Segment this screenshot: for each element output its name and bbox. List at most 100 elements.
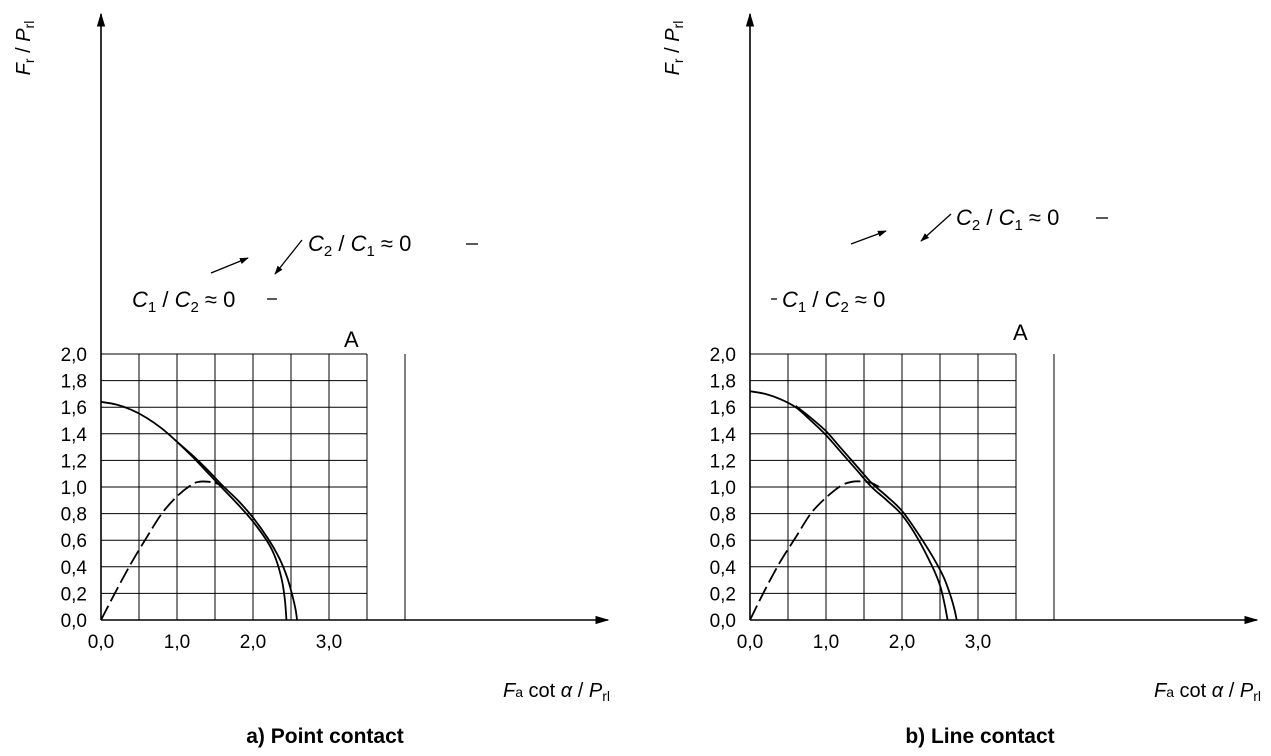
annotation-point-a: A [344, 327, 359, 352]
annotation-c2-c1-arrow [920, 213, 952, 242]
annotation-c1-c2-sub1: 1 [148, 299, 156, 316]
annotation-c2-c1-slash: / [332, 231, 350, 256]
annotation-c2-c1-approx: ≈ 0 [1023, 205, 1060, 230]
y-tick-label: 0,8 [710, 505, 736, 526]
x-axis-label-p: P [589, 680, 603, 702]
x-axis-label-p: P [1240, 680, 1254, 702]
y-tick-label: 1,6 [61, 398, 87, 419]
annotation-c1-c2-sub1: 1 [798, 299, 806, 316]
y-tick-label: 1,6 [710, 398, 736, 419]
x-axis-label-sub: a [515, 684, 523, 700]
annotation-c2-c1-sub1: 2 [324, 243, 332, 260]
y-tick-label: 2,0 [710, 345, 736, 366]
x-axis-label-f: F [503, 680, 517, 702]
label-background [779, 286, 889, 317]
y-tick-label: 1,2 [710, 451, 736, 472]
x-axis-label-mid: cot [523, 680, 561, 702]
annotation-c2-c1-label: C2 / C1 ≈ 0 [956, 205, 1059, 234]
annotation-c1-c2-c: C [132, 287, 148, 312]
chart-panel-a: 0,0 0,2 0,4 0,6 0,8 1,0 1,2 1,4 1,6 1,8 2,0 0,0 1,0 2… [13, 12, 610, 748]
annotation-c1-c2-sub2: 2 [840, 299, 848, 316]
y-tick-label: 0,4 [710, 558, 737, 579]
y-tick-label: 1,0 [61, 478, 87, 499]
x-axis-label-alpha: α [561, 680, 573, 702]
annotation-c1-c2-approx: ≈ 0 [199, 287, 236, 312]
annotation-c1-c2-label: C1 / C2 ≈ 0 [782, 287, 885, 316]
y-axis-label-p: P [13, 28, 35, 42]
chart-panel-b: 0,0 0,2 0,4 0,6 0,8 1,0 1,2 1,4 1,6 1,8 2,0 0,0 1,0 2… [662, 12, 1261, 748]
y-tick-label: 0,2 [710, 584, 736, 605]
annotation-c1-c2-arrow [850, 230, 887, 245]
panel-caption-letter: b) [905, 725, 925, 748]
series-line-c2-c1 [795, 405, 958, 621]
y-tick-label: 0,6 [61, 531, 87, 552]
x-tick-label: 2,0 [889, 632, 915, 653]
x-tick-label: 3,0 [965, 632, 991, 653]
x-axis-label: Fa cot α / Prl [503, 680, 610, 704]
x-axis-label-sub: a [1166, 684, 1174, 700]
y-axis-label-slash: / [13, 42, 35, 59]
y-tick-label: 1,4 [61, 425, 88, 446]
panel-caption: b) Line contact [905, 725, 1054, 748]
y-axis-label-sub: r [670, 58, 686, 63]
y-axis-label-sub2: rl [21, 21, 37, 29]
x-axis-label-f: F [1154, 680, 1168, 702]
annotation-c2-c1-sub2: 1 [1014, 217, 1022, 234]
panel-caption-letter: a) [246, 725, 265, 748]
label-background [129, 286, 239, 317]
panel-caption: a) Point contact [246, 725, 404, 748]
x-tick-label: 0,0 [88, 632, 114, 653]
annotation-c1-c2-sub2: 2 [190, 299, 198, 316]
annotation-point-a: A [1013, 320, 1028, 345]
y-tick-label: 2,0 [61, 345, 87, 366]
y-tick-label: 1,8 [710, 372, 736, 393]
label-background [341, 326, 362, 353]
annotation-c2-c1-sub1: 2 [972, 217, 980, 234]
y-axis-label-p: P [662, 28, 684, 42]
label-background [305, 230, 415, 261]
x-tick-label: 1,0 [164, 632, 190, 653]
annotation-c2-c1-label: C2 / C1 ≈ 0 [308, 231, 411, 260]
y-axis-label-f: F [662, 61, 684, 75]
panel-caption-text: Point contact [265, 725, 404, 748]
y-tick-label: 0,0 [710, 611, 736, 632]
annotation-c2-c1-approx: ≈ 0 [375, 231, 412, 256]
x-axis-label-sub2: rl [1253, 688, 1261, 704]
annotation-c2-c1-sub2: 1 [366, 243, 374, 260]
annotation-c1-c2-slash: / [156, 287, 174, 312]
annotation-c1-c2-c: C [782, 287, 798, 312]
y-axis-label-sub: r [21, 58, 37, 63]
y-axis-label-sub2: rl [670, 21, 686, 29]
panel-caption-text: Line contact [925, 725, 1055, 748]
annotation-c2-c1-slash: / [980, 205, 998, 230]
x-tick-label: 2,0 [240, 632, 266, 653]
annotation-c2-c1-c: C [956, 205, 972, 230]
y-tick-label: 1,0 [710, 478, 736, 499]
annotation-c2-c1-c2: C [999, 205, 1015, 230]
y-tick-label: 0,2 [61, 584, 87, 605]
y-tick-label: 1,4 [710, 425, 737, 446]
annotation-c2-c1-arrow [274, 239, 303, 275]
y-axis-label: Fr / Prl [13, 21, 37, 76]
y-tick-label: 0,6 [710, 531, 736, 552]
y-tick-label: 0,4 [61, 558, 88, 579]
y-tick-label: 0,8 [61, 505, 87, 526]
label-background [1010, 319, 1031, 346]
series-line-limit [100, 480, 223, 621]
annotation-c2-c1-c2: C [351, 231, 367, 256]
x-axis-label: Fa cot α / Prl [1154, 680, 1261, 704]
annotation-c2-c1-c: C [308, 231, 324, 256]
x-axis-label-sub2: rl [602, 688, 610, 704]
y-tick-label: 0,0 [61, 611, 87, 632]
x-tick-label: 3,0 [316, 632, 342, 653]
x-axis-label-slash: / [572, 680, 589, 702]
annotation-c1-c2-approx: ≈ 0 [849, 287, 886, 312]
annotation-c1-c2-arrow [210, 257, 249, 274]
x-axis-label-slash: / [1223, 680, 1240, 702]
x-axis-label-alpha: α [1212, 680, 1224, 702]
x-tick-label: 0,0 [737, 632, 763, 653]
y-tick-label: 1,2 [61, 451, 87, 472]
y-axis-label-f: F [13, 61, 35, 75]
y-axis-label: Fr / Prl [662, 21, 686, 76]
annotation-c1-c2-label: C1 / C2 ≈ 0 [132, 287, 235, 316]
